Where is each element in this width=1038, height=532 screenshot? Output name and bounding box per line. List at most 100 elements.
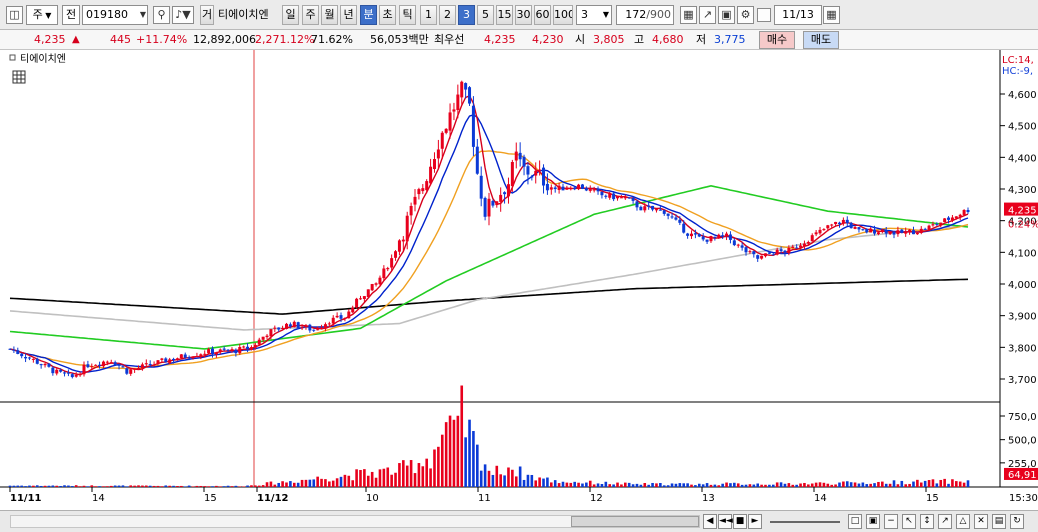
volume-bar <box>78 486 82 487</box>
chart-area[interactable]: 4,600 4,500 4,400 4,300 4,200 4,100 4,000 3,900… <box>0 50 1038 510</box>
minute-tab-2[interactable]: 2 <box>439 5 456 25</box>
market-select[interactable]: 주 ▼ <box>26 5 58 25</box>
calendar-icon[interactable]: ▦ <box>823 6 840 24</box>
period-tab-5[interactable]: 초 <box>379 5 396 25</box>
price-chart[interactable]: 4,600 4,500 4,400 4,300 4,200 4,100 4,000 3,900… <box>0 50 1038 510</box>
volume-bar <box>581 483 584 487</box>
count-input[interactable]: 172/900 <box>616 5 674 25</box>
candle-body <box>876 232 880 235</box>
candle-body <box>160 358 164 360</box>
candle-body <box>199 354 203 357</box>
draw-trend-icon[interactable]: ↗ <box>938 514 952 529</box>
candle <box>401 236 405 251</box>
date-input[interactable]: 11/13 <box>774 5 822 25</box>
grid-icon[interactable] <box>12 70 26 84</box>
minute-tab-30[interactable]: 30 <box>515 5 532 25</box>
refresh-icon[interactable]: ↻ <box>1010 514 1024 529</box>
volume-bar <box>479 470 483 487</box>
current-volume-tag-label: 64,91 <box>1008 470 1037 481</box>
candle <box>880 229 884 234</box>
minute-tab-60[interactable]: 60 <box>534 5 551 25</box>
candle-body <box>740 245 744 248</box>
scroll-left-icon[interactable]: ◀ <box>703 514 717 529</box>
draw-shape-icon[interactable]: △ <box>956 514 970 529</box>
volume-bar <box>94 486 97 487</box>
candle <box>666 213 670 220</box>
volume-bar <box>156 485 160 487</box>
erase-icon[interactable]: ✕ <box>974 514 988 529</box>
draw-line-icon[interactable]: − <box>884 514 898 529</box>
stock-code-input[interactable]: 019180 <box>82 5 148 25</box>
volume-bar <box>359 469 362 487</box>
stop-icon[interactable]: ■ <box>733 514 747 529</box>
volume-bar <box>230 486 234 487</box>
candle <box>211 346 215 358</box>
trend-icon[interactable]: ↗ <box>699 6 716 24</box>
candle <box>919 226 923 235</box>
candle <box>86 360 90 369</box>
chevron-down-icon[interactable]: ▼ <box>139 10 147 19</box>
candle <box>639 205 643 211</box>
volume-bar <box>834 484 837 487</box>
trade-button[interactable]: 거 <box>200 5 214 25</box>
interval-select[interactable]: 3 ▼ <box>576 5 612 25</box>
candle <box>261 336 265 343</box>
volume-bar <box>98 486 101 487</box>
candle <box>623 194 627 200</box>
volume-bar <box>666 485 670 487</box>
all-button[interactable]: 전 <box>62 5 80 25</box>
candle <box>514 142 518 169</box>
save-icon[interactable]: ▣ <box>718 6 735 24</box>
candle <box>616 196 620 201</box>
candle-body <box>580 184 584 189</box>
candle-body <box>608 193 612 198</box>
volume-bar <box>842 481 845 487</box>
cursor-icon[interactable]: ↖ <box>902 514 916 529</box>
zoom-out-icon[interactable]: □ <box>848 514 862 529</box>
sound-icon[interactable]: ♪▼ <box>172 6 194 24</box>
candle-body <box>425 181 429 191</box>
candle <box>456 84 460 119</box>
sell-button[interactable]: 매도 <box>803 31 839 49</box>
zoom-in-icon[interactable]: ▣ <box>866 514 880 529</box>
scroll-start-icon[interactable]: ◄◄ <box>718 514 733 529</box>
period-tab-1[interactable]: 주 <box>302 5 319 25</box>
candle <box>857 227 861 233</box>
candle <box>12 346 16 353</box>
minute-tab-100[interactable]: 100 <box>553 5 573 25</box>
candle <box>612 190 616 202</box>
volume-bar <box>931 479 935 487</box>
minute-tab-15[interactable]: 15 <box>496 5 513 25</box>
volume-bar <box>499 474 502 487</box>
candle <box>117 363 121 370</box>
buy-button[interactable]: 매수 <box>759 31 795 49</box>
volume-bar <box>550 482 553 487</box>
candle-body <box>129 369 133 374</box>
chart-type-icon[interactable]: ◫ <box>6 6 23 24</box>
candle <box>744 246 748 256</box>
volume-bar <box>849 482 853 487</box>
minute-tab-1[interactable]: 1 <box>420 5 437 25</box>
period-tab-4[interactable]: 분 <box>360 5 377 25</box>
crosshair-icon[interactable]: ▦ <box>680 6 697 24</box>
period-tab-0[interactable]: 일 <box>282 5 299 25</box>
draw-vert-icon[interactable]: ↕ <box>920 514 934 529</box>
candle-body <box>904 231 908 234</box>
minute-tab-3[interactable]: 3 <box>458 5 475 25</box>
minute-tab-5[interactable]: 5 <box>477 5 494 25</box>
search-icon[interactable]: ⚲ <box>153 6 170 24</box>
print-icon[interactable]: ▤ <box>992 514 1006 529</box>
volume-bar <box>448 415 452 487</box>
period-tab-2[interactable]: 월 <box>321 5 338 25</box>
zoom-slider[interactable] <box>770 521 840 523</box>
period-tab-3[interactable]: 년 <box>340 5 357 25</box>
candle-body <box>66 372 70 374</box>
candle-body <box>456 94 460 111</box>
scrollbar-thumb[interactable] <box>571 516 699 527</box>
play-icon[interactable]: ► <box>748 514 762 529</box>
candle-body <box>105 361 109 363</box>
settings-icon[interactable]: ⚙ <box>737 6 754 24</box>
horizontal-scrollbar[interactable] <box>10 515 700 528</box>
period-tab-6[interactable]: 틱 <box>399 5 416 25</box>
date-checkbox[interactable] <box>757 8 771 22</box>
